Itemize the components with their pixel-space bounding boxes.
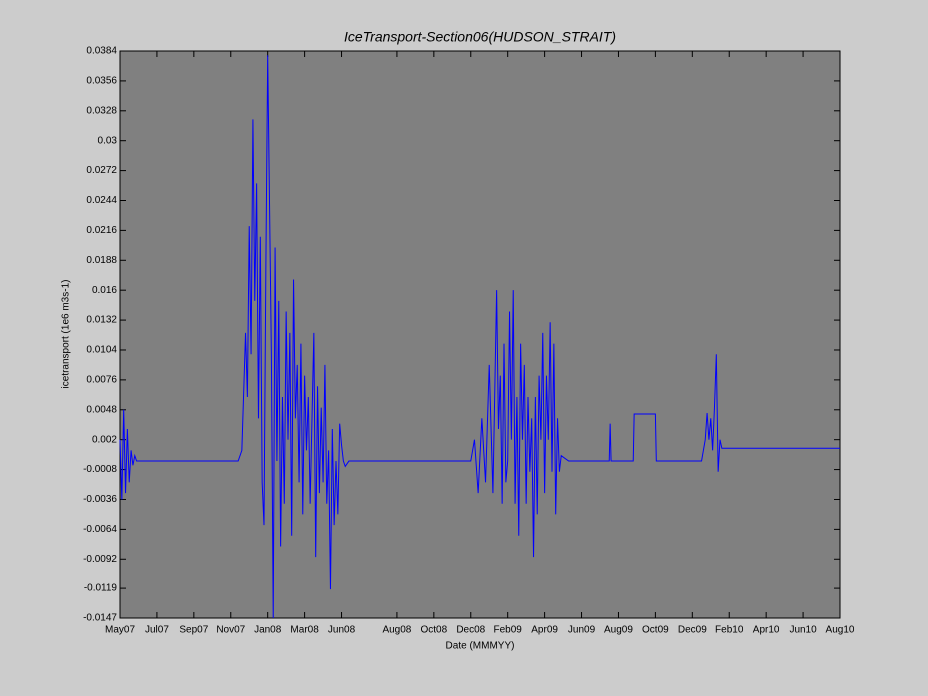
y-tick-label: 0.0076 xyxy=(86,375,117,386)
y-tick-label: -0.0036 xyxy=(83,494,117,505)
x-tick-label: Mar08 xyxy=(290,625,319,636)
x-tick-label: Aug08 xyxy=(382,625,411,636)
x-tick-label: Jan08 xyxy=(254,625,282,636)
x-tick-label: Jun09 xyxy=(568,625,596,636)
y-tick-label: 0.03 xyxy=(98,135,118,146)
y-axis-label: icetransport (1e6 m3s-1) xyxy=(61,280,72,389)
x-tick-label: Apr09 xyxy=(531,625,558,636)
y-tick-label: 0.0216 xyxy=(86,225,117,236)
y-tick-label: 0.0356 xyxy=(86,76,117,87)
x-tick-label: Sep07 xyxy=(179,625,208,636)
x-tick-label: Feb10 xyxy=(715,625,744,636)
y-tick-label: 0.0384 xyxy=(86,46,117,57)
y-tick-label: 0.0188 xyxy=(86,255,117,266)
y-tick-label: 0.0048 xyxy=(86,404,117,415)
x-tick-label: Apr10 xyxy=(753,625,780,636)
x-tick-label: Oct08 xyxy=(421,625,448,636)
x-tick-label: Jul07 xyxy=(145,625,169,636)
y-tick-label: 0.016 xyxy=(92,285,117,296)
y-tick-label: 0.0104 xyxy=(86,345,117,356)
y-tick-label: -0.0119 xyxy=(84,583,118,594)
y-tick-label: -0.0064 xyxy=(83,524,117,535)
x-tick-label: Nov07 xyxy=(216,625,245,636)
y-tick-label: 0.002 xyxy=(92,434,117,445)
y-tick-label: 0.0132 xyxy=(86,315,117,326)
x-tick-label: May07 xyxy=(105,625,135,636)
x-tick-label: Jun10 xyxy=(789,625,817,636)
x-tick-label: Aug09 xyxy=(604,625,633,636)
x-tick-label: Dec09 xyxy=(678,625,707,636)
plot-area xyxy=(119,50,841,619)
chart-title: IceTransport-Section06(HUDSON_STRAIT) xyxy=(344,29,616,45)
y-tick-label: -0.0092 xyxy=(83,554,117,565)
y-tick-label: 0.0272 xyxy=(86,165,117,176)
x-axis-label: Date (MMMYY) xyxy=(446,641,515,652)
x-tick-label: Aug10 xyxy=(826,625,855,636)
x-tick-label: Oct09 xyxy=(642,625,669,636)
y-tick-label: -0.0147 xyxy=(83,613,117,624)
y-tick-label: -0.0008 xyxy=(83,464,117,475)
x-tick-label: Dec08 xyxy=(456,625,485,636)
data-line xyxy=(119,55,840,619)
x-tick-label: Jun08 xyxy=(328,625,356,636)
y-tick-label: 0.0244 xyxy=(86,195,117,206)
x-tick-label: Feb09 xyxy=(494,625,523,636)
y-tick-label: 0.0328 xyxy=(86,105,117,116)
